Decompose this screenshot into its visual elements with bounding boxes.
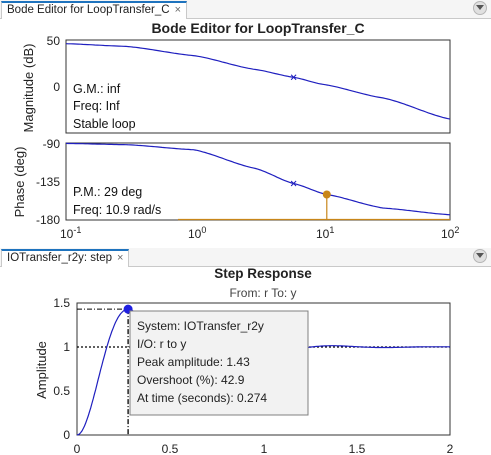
tab-step-response[interactable]: IOTransfer_r2y: step ×: [1, 249, 130, 267]
amplitude-axis-label: Amplitude: [34, 341, 49, 399]
amplitude-tick-label: 0.5: [53, 384, 70, 398]
data-tip-overshoot: Overshoot (%): 42.9: [137, 373, 245, 387]
chevron-down-icon[interactable]: [473, 249, 487, 263]
magnitude-tick-label: 50: [47, 34, 61, 48]
phase-margin-label: P.M.: 29 deg: [73, 185, 142, 199]
step-response-plot[interactable]: Step Response From: r To: y Amplitude 1.…: [0, 267, 491, 455]
magnitude-tick-label: 0: [53, 80, 60, 94]
phase-axes[interactable]: [65, 142, 451, 221]
data-tip-system: System: IOTransfer_r2y: [137, 319, 264, 333]
data-tip[interactable]: System: IOTransfer_r2y I/O: r to y Peak …: [129, 310, 309, 416]
amplitude-tick-label: 1.5: [53, 296, 70, 310]
phase-margin-freq-label: Freq: 10.9 rad/s: [73, 203, 161, 217]
phase-marker: [290, 180, 297, 187]
svg-text:101: 101: [316, 225, 334, 241]
bode-editor-plot[interactable]: Bode Editor for LoopTransfer_C 50 0 Magn…: [0, 19, 491, 245]
time-tick-label: 1.5: [349, 442, 366, 455]
time-tick-label: 1: [261, 442, 268, 455]
amplitude-tick-label: 1: [63, 340, 70, 354]
data-tip-io: I/O: r to y: [137, 337, 186, 351]
magnitude-curve[interactable]: [65, 43, 451, 120]
magnitude-axis-label: Magnitude (dB): [21, 44, 36, 133]
tab-bode-editor-label: Bode Editor for LoopTransfer_C: [7, 4, 170, 16]
data-tip-time: At time (seconds): 0.274: [137, 391, 267, 405]
tab-bode-editor[interactable]: Bode Editor for LoopTransfer_C ×: [1, 1, 188, 19]
phase-curve[interactable]: [65, 142, 451, 216]
chevron-down-icon[interactable]: [473, 1, 487, 15]
frequency-tick-label: 101: [316, 225, 334, 241]
gain-margin-label: G.M.: inf: [73, 82, 121, 96]
time-tick-label: 2: [447, 442, 454, 455]
frequency-tick-label: 10-1: [60, 225, 81, 241]
svg-text:10-1: 10-1: [60, 225, 81, 241]
step-title: Step Response: [214, 267, 312, 281]
phase-axis-label: Phase (deg): [12, 147, 27, 218]
bode-tab-bar: Bode Editor for LoopTransfer_C ×: [0, 0, 491, 19]
magnitude-marker: [290, 74, 297, 81]
close-icon[interactable]: ×: [174, 4, 182, 16]
frequency-tick-label: 102: [441, 225, 459, 241]
amplitude-tick-label: 0: [63, 428, 70, 442]
phase-margin-point[interactable]: [322, 190, 331, 199]
stability-label: Stable loop: [73, 117, 136, 131]
frequency-tick-label: 100: [188, 225, 206, 241]
step-subtitle: From: r To: y: [229, 286, 296, 300]
phase-tick-label: -180: [36, 213, 60, 227]
bode-title: Bode Editor for LoopTransfer_C: [151, 20, 364, 36]
data-tip-peak: Peak amplitude: 1.43: [137, 355, 250, 369]
tab-step-response-label: IOTransfer_r2y: step: [7, 252, 113, 264]
time-tick-label: 0: [74, 442, 81, 455]
svg-text:102: 102: [441, 225, 459, 241]
svg-text:100: 100: [188, 225, 206, 241]
magnitude-axes[interactable]: [65, 39, 451, 134]
step-tab-bar: IOTransfer_r2y: step ×: [0, 248, 491, 267]
phase-tick-label: -90: [43, 137, 61, 151]
time-tick-label: 0.5: [162, 442, 179, 455]
close-icon[interactable]: ×: [117, 252, 124, 264]
phase-tick-label: -135: [36, 175, 60, 189]
gain-margin-freq-label: Freq: Inf: [73, 99, 120, 113]
